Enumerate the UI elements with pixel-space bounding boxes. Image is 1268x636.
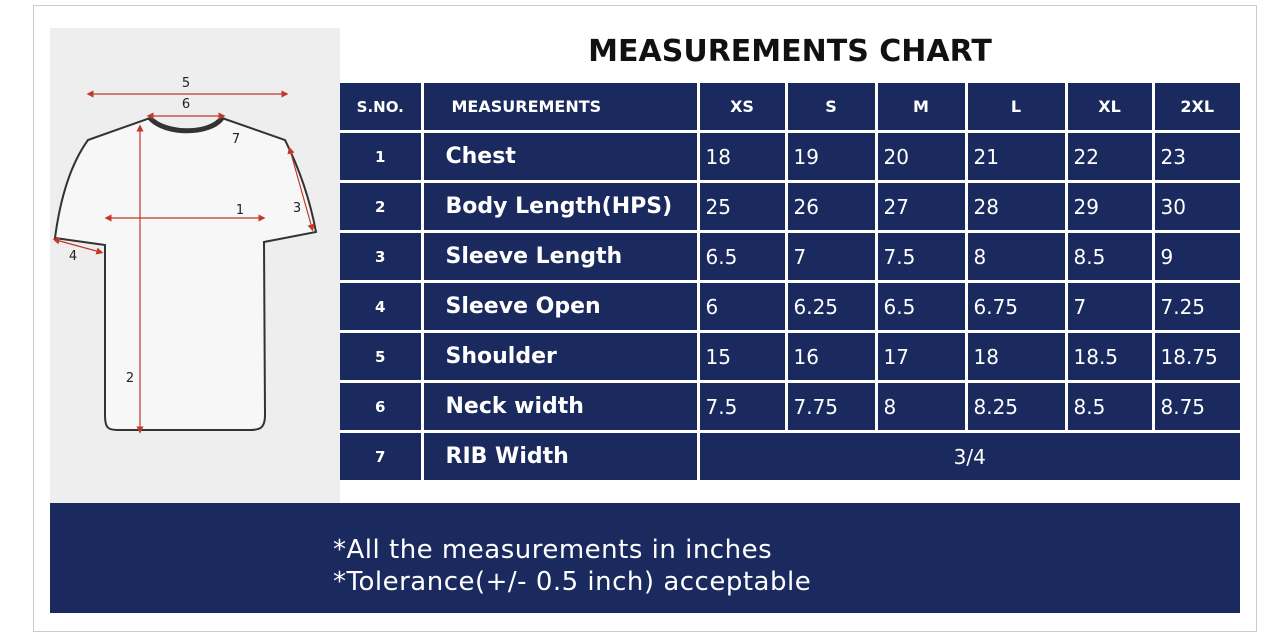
table-cell: Chest [420, 130, 700, 183]
table-cell: Neck width [420, 380, 700, 433]
table-cell: 1 [340, 130, 424, 183]
header-cell: XS [696, 80, 788, 133]
table-row: 7 RIB Width 3/4 [340, 430, 1240, 483]
table-row: 3 Sleeve Length 6.5 7 7.5 8 8.5 9 [340, 230, 1240, 283]
table-cell: 8 [874, 380, 968, 433]
table-cell: 7.75 [784, 380, 878, 433]
table-cell: 19 [784, 130, 878, 183]
diagram-label: 7 [232, 132, 240, 147]
table-cell: 7.5 [874, 230, 968, 283]
table-cell: 8.5 [1064, 380, 1155, 433]
measurement-table: S.NO. MEASUREMENTS XS S M L XL 2XL 1 Chest 18 19 20 2… [340, 80, 1240, 483]
table-cell: 7 [784, 230, 878, 283]
note: *All the measurements in inches [333, 535, 773, 565]
table-cell: 7 [340, 430, 424, 483]
table-cell: 18 [964, 330, 1068, 383]
table-cell: 25 [696, 180, 788, 233]
diagram-label: 1 [236, 203, 244, 218]
table-cell: 15 [696, 330, 788, 383]
table-cell: 23 [1151, 130, 1240, 183]
table-cell: Sleeve Open [420, 280, 700, 333]
table-cell: 7 [1064, 280, 1155, 333]
table-cell: 8.25 [964, 380, 1068, 433]
table-row: 4 Sleeve Open 6 6.25 6.5 6.75 7 7.25 [340, 280, 1240, 333]
table-cell: 18.75 [1151, 330, 1240, 383]
header-row: S.NO. MEASUREMENTS XS S M L XL 2XL [340, 80, 1240, 133]
table-cell: 17 [874, 330, 968, 383]
table-cell: 3/4 [696, 430, 1240, 483]
table-row: 2 Body Length(HPS) 25 26 27 28 29 30 [340, 180, 1240, 233]
table-cell: 6 [340, 380, 424, 433]
header-cell: S [784, 80, 878, 133]
table-row: 6 Neck width 7.5 7.75 8 8.25 8.5 8.75 [340, 380, 1240, 433]
table-cell: 28 [964, 180, 1068, 233]
table-cell: 18.5 [1064, 330, 1155, 383]
header-cell: MEASUREMENTS [420, 80, 700, 133]
table-cell: 8 [964, 230, 1068, 283]
table-cell: 2 [340, 180, 424, 233]
notes: *All the measurements in inches *Toleran… [50, 503, 1240, 613]
table-cell: 18 [696, 130, 788, 183]
table-cell: 8.5 [1064, 230, 1155, 283]
diagram-label: 2 [126, 371, 134, 386]
table-cell: Shoulder [420, 330, 700, 383]
table-cell: 29 [1064, 180, 1155, 233]
table-cell: 4 [340, 280, 424, 333]
table-cell: 7.5 [696, 380, 788, 433]
table-cell: 3 [340, 230, 424, 283]
header-cell: S.NO. [340, 80, 424, 133]
header-cell: XL [1064, 80, 1155, 133]
table-cell: 9 [1151, 230, 1240, 283]
table-cell: 27 [874, 180, 968, 233]
diagram-label: 5 [182, 76, 190, 91]
table-cell: 6.5 [696, 230, 788, 283]
table-cell: 7.25 [1151, 280, 1240, 333]
table-cell: 20 [874, 130, 968, 183]
table-cell: 6.25 [784, 280, 878, 333]
header-cell: L [964, 80, 1068, 133]
table-cell: RIB Width [420, 430, 700, 483]
table-cell: 6.5 [874, 280, 968, 333]
diagram-label: 4 [69, 249, 77, 264]
table-cell: Sleeve Length [420, 230, 700, 283]
table-row: 1 Chest 18 19 20 21 22 23 [340, 130, 1240, 183]
header-cell: 2XL [1151, 80, 1240, 133]
table-cell: 8.75 [1151, 380, 1240, 433]
table-cell: 21 [964, 130, 1068, 183]
table-cell: 22 [1064, 130, 1155, 183]
diagram-label: 6 [182, 97, 190, 112]
title: MEASUREMENTS CHART [588, 34, 992, 69]
table-cell: 6.75 [964, 280, 1068, 333]
table-cell: 16 [784, 330, 878, 383]
table-cell: 26 [784, 180, 878, 233]
frame [33, 5, 1257, 632]
diagram-label: 3 [293, 201, 301, 216]
table-cell: Body Length(HPS) [420, 180, 700, 233]
table-cell: 30 [1151, 180, 1240, 233]
note: *Tolerance(+/- 0.5 inch) acceptable [333, 567, 812, 597]
table-cell: 5 [340, 330, 424, 383]
tshirt-diagram: 1 2 3 4 5 6 7 [50, 28, 340, 503]
header-cell: M [874, 80, 968, 133]
table-cell: 6 [696, 280, 788, 333]
table-row: 5 Shoulder 15 16 17 18 18.5 18.75 [340, 330, 1240, 383]
